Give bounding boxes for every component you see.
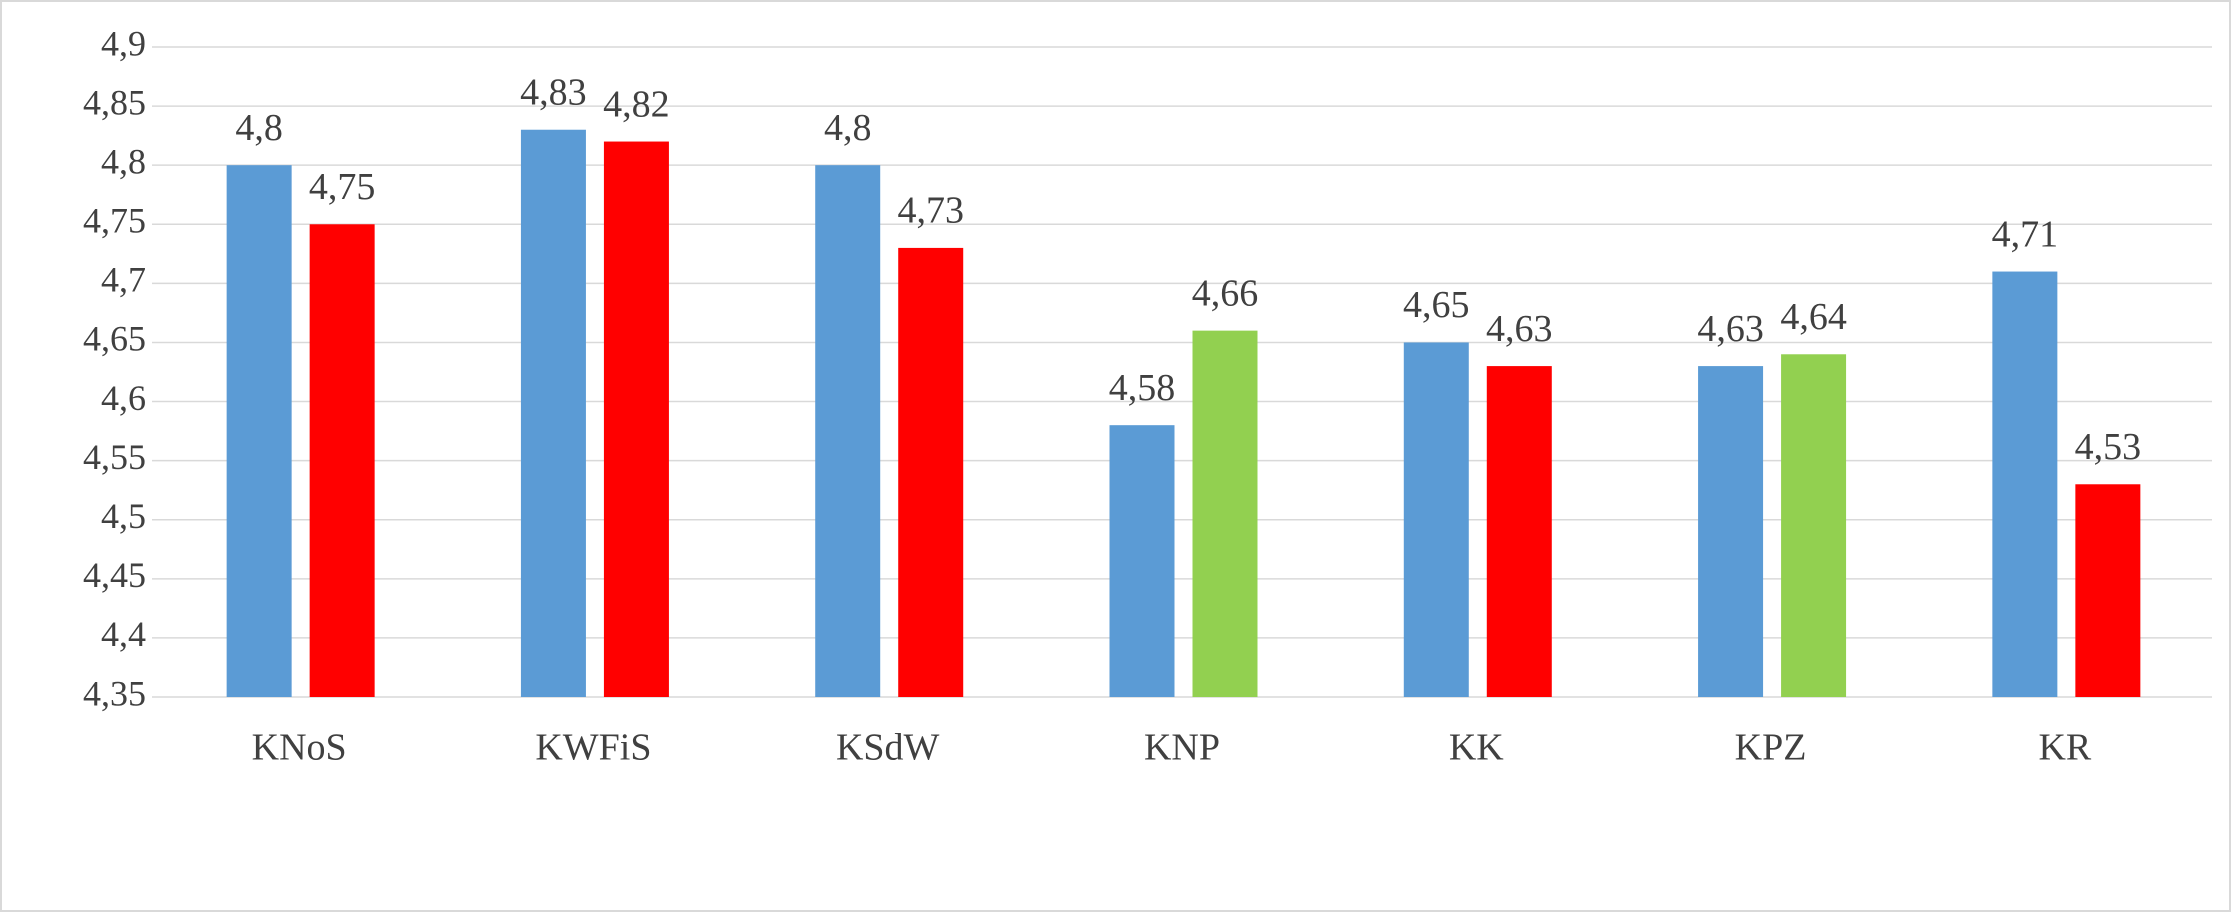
x-tick-label: KNoS: [252, 727, 347, 769]
y-tick-label: 4,35: [83, 673, 146, 713]
y-tick-label: 4,85: [83, 82, 146, 122]
y-tick-label: 4,7: [101, 260, 146, 300]
bar: [2075, 484, 2141, 697]
value-label: 4,75: [309, 166, 376, 208]
y-tick-label: 4,6: [101, 378, 146, 418]
value-label: 4,63: [1486, 308, 1553, 350]
value-label: 4,65: [1403, 284, 1470, 326]
value-label: 4,83: [520, 71, 587, 113]
bar: [898, 247, 964, 697]
bar: [815, 165, 881, 697]
x-tick-label: KPZ: [1735, 727, 1807, 769]
x-tick-label: KK: [1449, 727, 1504, 769]
value-label: 4,73: [897, 190, 964, 232]
y-tick-label: 4,65: [83, 319, 146, 359]
bar: [603, 141, 669, 697]
bar: [1403, 342, 1469, 697]
y-tick-label: 4,75: [83, 201, 146, 241]
bar: [1192, 330, 1258, 697]
x-tick-label: KNP: [1144, 727, 1220, 769]
bar: [1992, 271, 2058, 697]
bar: [1781, 354, 1847, 697]
value-label: 4,63: [1697, 308, 1764, 350]
x-tick-label: KWFiS: [535, 727, 651, 769]
y-tick-label: 4,9: [101, 23, 146, 63]
bar: [520, 129, 586, 697]
value-label: 4,53: [2075, 426, 2142, 468]
bar: [226, 165, 292, 697]
value-label: 4,64: [1780, 296, 1847, 338]
value-label: 4,8: [824, 107, 872, 149]
y-tick-label: 4,4: [101, 614, 146, 654]
bar: [1698, 366, 1764, 697]
x-tick-label: KR: [2038, 727, 2091, 769]
bar: [1486, 366, 1552, 697]
y-tick-label: 4,55: [83, 437, 146, 477]
x-tick-label: KSdW: [836, 727, 940, 769]
value-label: 4,8: [235, 107, 283, 149]
value-label: 4,58: [1109, 367, 1176, 409]
value-label: 4,82: [603, 83, 670, 125]
bar: [309, 224, 375, 698]
value-label: 4,71: [1992, 213, 2059, 255]
y-tick-label: 4,45: [83, 555, 146, 595]
value-label: 4,66: [1192, 272, 1259, 314]
bar: [1109, 425, 1175, 697]
y-tick-label: 4,5: [101, 496, 146, 536]
y-tick-label: 4,8: [101, 141, 146, 181]
